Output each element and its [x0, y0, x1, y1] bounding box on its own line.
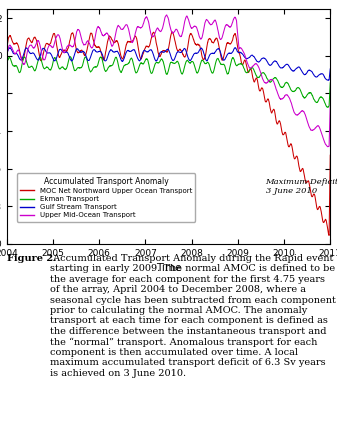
Text: Figure 2.: Figure 2.: [7, 254, 56, 263]
Text: Accumulated Transport Anomaly during the Rapid event starting in early 2009. The: Accumulated Transport Anomaly during the…: [51, 254, 336, 378]
Legend: MOC Net Northward Upper Ocean Transport, Ekman Transport, Gulf Stream Transport,: MOC Net Northward Upper Ocean Transport,…: [17, 173, 195, 222]
X-axis label: Time: Time: [156, 263, 181, 273]
Text: Maximum Deficit  -6.3
3 June 2010: Maximum Deficit -6.3 3 June 2010: [266, 178, 337, 195]
